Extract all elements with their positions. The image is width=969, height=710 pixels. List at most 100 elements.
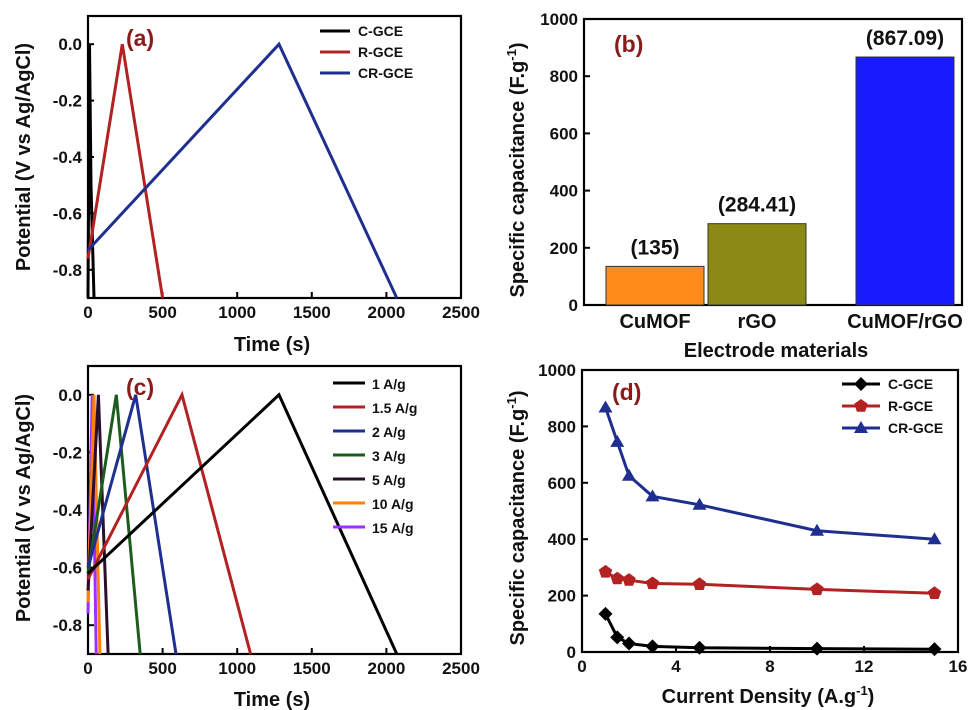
- legend-label: 5 A/g: [372, 472, 406, 488]
- y-tick-label: -0.4: [53, 501, 83, 520]
- data-point: [927, 642, 942, 657]
- data-point: [598, 400, 613, 413]
- x-tick-label: 0: [83, 659, 92, 678]
- panel-label: (b): [614, 31, 643, 57]
- data-point: [692, 497, 707, 510]
- series-line-1-a-g: [86, 392, 399, 655]
- series-line-cr-gce: [604, 407, 935, 541]
- y-tick-label: 0.0: [58, 386, 82, 405]
- x-axis-title-close: ): [868, 686, 875, 708]
- x-category-label: CuMOF: [619, 311, 690, 333]
- x-tick-label: 1500: [293, 659, 331, 678]
- plot-frame: [86, 14, 463, 300]
- data-point: [927, 532, 942, 545]
- x-tick-label: 500: [148, 659, 176, 678]
- x-tick-label: 2000: [367, 303, 405, 322]
- x-category-label: rGO: [738, 311, 777, 333]
- y-tick-label: 0: [569, 296, 578, 315]
- bar-cumof-rgo: [855, 56, 955, 306]
- data-point: [645, 489, 660, 502]
- y-tick-label: 1000: [540, 10, 578, 29]
- series-line-c-gce: [86, 44, 96, 299]
- x-axis-title: Time (s): [234, 689, 310, 710]
- y-tick-label: -0.8: [53, 261, 82, 280]
- legend-label: 10 A/g: [372, 496, 414, 512]
- data-point: [610, 434, 625, 447]
- y-tick-label: 200: [548, 587, 576, 606]
- x-tick-label: 1500: [293, 303, 331, 322]
- x-tick-label: 12: [855, 657, 874, 676]
- data-point: [810, 523, 824, 536]
- data-point: [854, 421, 868, 433]
- y-tick-label: -0.6: [53, 559, 82, 578]
- x-axis-title-sup: -1: [856, 683, 868, 698]
- data-point: [854, 399, 868, 412]
- panel-label: (d): [612, 379, 641, 405]
- data-point: [622, 636, 636, 651]
- bar-data-label: (867.09): [866, 27, 944, 50]
- y-tick-label: 800: [548, 417, 576, 436]
- legend-label: CR-GCE: [888, 420, 943, 436]
- x-tick-label: 16: [949, 657, 968, 676]
- y-tick-label: 0: [567, 643, 576, 662]
- y-axis-title-sup: -1: [504, 49, 519, 61]
- series-line-5-a-g: [86, 394, 110, 655]
- panel-label: (c): [126, 374, 154, 400]
- bar-cumof: [605, 265, 705, 306]
- x-tick-label: 2500: [442, 659, 480, 678]
- y-tick-label: -0.2: [53, 443, 82, 462]
- x-tick-label: 0: [577, 657, 586, 676]
- data-point: [622, 573, 636, 586]
- y-axis-title: Potential (V vs Ag/AgCl): [13, 394, 35, 622]
- data-point: [692, 577, 707, 590]
- series-line-cr-gce: [86, 41, 399, 299]
- y-tick-label: 600: [548, 474, 576, 493]
- data-point: [810, 641, 824, 656]
- y-tick-label: 400: [548, 530, 576, 549]
- x-tick-label: 8: [765, 657, 774, 676]
- legend-label: R-GCE: [888, 398, 933, 414]
- y-tick-label: -0.2: [53, 92, 82, 111]
- data-point: [645, 639, 660, 654]
- data-point: [692, 640, 707, 655]
- legend-label: CR-GCE: [358, 65, 413, 81]
- data-point: [645, 576, 660, 590]
- legend-label: C-GCE: [358, 23, 403, 39]
- legend-label: 3 A/g: [372, 448, 406, 464]
- legend-label: 1 A/g: [372, 376, 406, 392]
- data-point: [610, 630, 625, 645]
- x-axis-title: Electrode materials: [684, 340, 869, 362]
- data-point: [598, 606, 613, 621]
- x-axis-title: Current Density (A.g-1): [662, 683, 875, 708]
- data-point: [927, 586, 942, 599]
- legend-label: 1.5 A/g: [372, 400, 417, 416]
- x-tick-label: 1000: [218, 659, 256, 678]
- x-tick-label: 4: [671, 657, 681, 676]
- panel-c: 0 500 1000 1500 2000 2500 -0.8 -0.6 -0.4 -0.2 0.0 (…: [13, 364, 480, 710]
- x-axis-title: Time (s): [234, 334, 310, 356]
- y-axis-title: Potential (V vs Ag/AgCl): [13, 43, 35, 271]
- bar-rgo: [707, 223, 807, 306]
- y-tick-label: 400: [550, 182, 578, 201]
- series-line-r-gce: [86, 43, 165, 299]
- data-point: [622, 468, 636, 481]
- x-axis-title-main: Current Density (A.g: [662, 686, 856, 708]
- x-tick-label: 0: [83, 303, 92, 322]
- x-tick-label: 500: [148, 303, 176, 322]
- y-axis-title: Specific capacitance (F.g-1): [504, 43, 529, 298]
- data-point: [598, 564, 613, 578]
- y-tick-label: -0.6: [53, 204, 82, 223]
- y-axis-title-main: Specific capacitance (F.g: [507, 409, 529, 646]
- y-tick-label: 800: [550, 67, 578, 86]
- y-axis-title-close: ): [507, 43, 529, 50]
- panel-b: 0 200 400 600 800 1000 (135) CuMOF (284.41) rGO (8…: [504, 10, 964, 362]
- x-tick-label: 2500: [442, 303, 480, 322]
- y-axis-title-close: ): [507, 391, 529, 398]
- legend-label: 2 A/g: [372, 424, 406, 440]
- data-point: [810, 582, 824, 596]
- y-tick-label: 600: [550, 124, 578, 143]
- x-category-label: CuMOF/rGO: [847, 311, 963, 333]
- panel-label: (a): [126, 25, 154, 51]
- y-tick-label: 0.0: [58, 35, 82, 54]
